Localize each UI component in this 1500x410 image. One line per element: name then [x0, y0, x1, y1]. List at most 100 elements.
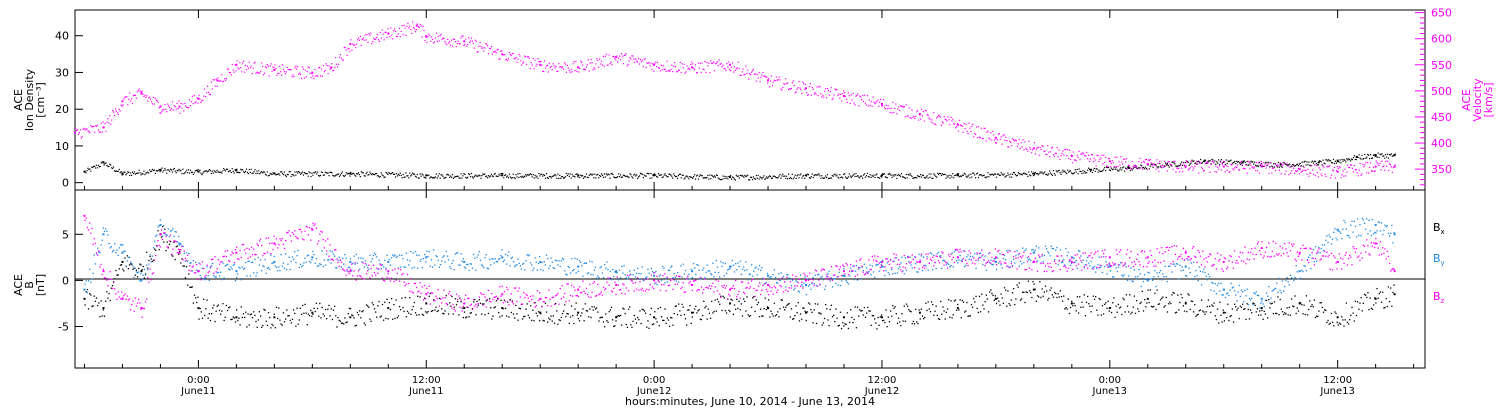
bx-dot-616: [786, 304, 788, 306]
velocity-dot-9: [83, 127, 85, 129]
velocity-dot-1012: [1035, 148, 1037, 150]
velocity-dot-1374: [1379, 162, 1381, 164]
bx-dot-747: [935, 305, 937, 307]
velocity-dot-962: [988, 137, 990, 139]
density-dot-3: [87, 167, 89, 169]
bx-dot-691: [871, 315, 874, 317]
bx-dot-1050: [1280, 308, 1282, 310]
velocity-dot-1138: [1155, 168, 1157, 170]
velocity-dot-363: [419, 23, 421, 26]
bx-dot-85: [181, 258, 183, 260]
bx-dot-242: [360, 317, 362, 319]
bx-dot-9: [94, 300, 97, 303]
by-dot-566: [729, 267, 731, 270]
velocity-dot-381: [436, 40, 438, 42]
bx-dot-248: [367, 305, 369, 307]
bx-dot-429: [573, 322, 575, 325]
density-dot-1333: [1350, 160, 1352, 162]
by-dot-45: [135, 271, 138, 273]
by-dot-577: [741, 268, 744, 271]
velocity-point-16: [463, 40, 466, 43]
density-dot-424: [487, 177, 489, 179]
bx-dot-116: [216, 305, 218, 307]
density-dot-857: [898, 173, 900, 175]
density-dot-1081: [1110, 167, 1112, 169]
velocity-dot-1198: [1212, 160, 1214, 162]
density-dot-1353: [1368, 158, 1371, 160]
density-dot-1368: [1383, 155, 1385, 157]
by-dot-43: [133, 276, 135, 278]
density-dot-1295: [1313, 160, 1316, 162]
density-dot-669: [719, 179, 721, 181]
bx-dot-1068: [1301, 303, 1303, 306]
by-dot-223: [338, 256, 340, 258]
by-dot-20: [107, 234, 109, 236]
density-dot-784: [828, 177, 830, 180]
velocity-dot-855: [886, 107, 888, 110]
density-dot-959: [994, 173, 997, 175]
velocity-dot-1062: [1083, 153, 1085, 155]
bx-dot-797: [992, 294, 994, 297]
velocity-dot-974: [999, 138, 1001, 140]
density-tick-label-3: 30: [55, 66, 69, 79]
velocity-dot-627: [670, 68, 672, 71]
by-dot-708: [891, 268, 893, 271]
bx-dot-912: [1123, 298, 1125, 301]
density-dot-104: [183, 173, 185, 175]
bx-dot-658: [834, 320, 836, 323]
velocity-dot-1352: [1358, 169, 1360, 171]
density-dot-859: [900, 175, 902, 177]
by-dot-542: [701, 269, 704, 271]
density-dot-659: [710, 178, 712, 180]
bx-dot-790: [984, 301, 986, 303]
bx-point-22: [805, 311, 808, 314]
density-dot-830: [872, 175, 874, 178]
by-dot-637: [810, 288, 812, 290]
density-dot-440: [502, 172, 504, 175]
density-dot-854: [895, 174, 897, 176]
density-dot-1286: [1305, 164, 1307, 166]
by-dot-540: [699, 278, 701, 280]
density-dot-222: [295, 174, 297, 176]
by-dot-276: [398, 254, 401, 256]
density-dot-59: [140, 174, 142, 176]
bx-dot-417: [559, 319, 561, 322]
velocity-dot-791: [825, 97, 828, 99]
bx-dot-416: [558, 319, 560, 321]
by-dot-406: [547, 257, 549, 260]
bx-dot-1147: [1391, 305, 1393, 307]
by-dot-570: [733, 271, 736, 273]
velocity-dot-1084: [1104, 161, 1106, 164]
velocity-dot-1325: [1332, 170, 1335, 172]
density-dot-119: [197, 169, 199, 171]
bx-dot-110: [209, 319, 212, 322]
by-dot-562: [724, 262, 727, 265]
velocity-dot-1222: [1235, 166, 1237, 168]
velocity-dot-613: [656, 61, 659, 63]
velocity-dot-705: [744, 73, 746, 75]
by-dot-336: [467, 263, 469, 266]
by-dot-376: [512, 261, 515, 263]
bx-dot-1114: [1353, 320, 1355, 322]
bx-dot-243: [361, 310, 363, 313]
bx-dot-310: [437, 310, 439, 312]
density-dot-307: [375, 172, 378, 175]
density-dot-269: [339, 174, 342, 176]
density-dot-480: [540, 173, 542, 175]
bx-dot-223: [338, 319, 340, 322]
bx-dot-484: [635, 322, 638, 324]
density-dot-1337: [1353, 155, 1355, 157]
by-dot-430: [574, 257, 576, 260]
velocity-dot-765: [801, 92, 803, 94]
density-dot-306: [375, 173, 377, 175]
density-dot-1375: [1389, 154, 1392, 156]
velocity-dot-1174: [1189, 167, 1191, 169]
density-dot-539: [596, 174, 598, 176]
density-dot-336: [403, 176, 405, 178]
density-dot-529: [586, 176, 588, 178]
density-dot-1078: [1107, 166, 1110, 169]
bx-dot-848: [1050, 287, 1052, 289]
velocity-dot-530: [578, 71, 580, 73]
velocity-dot-1091: [1110, 162, 1112, 164]
bx-dot-168: [275, 306, 278, 308]
